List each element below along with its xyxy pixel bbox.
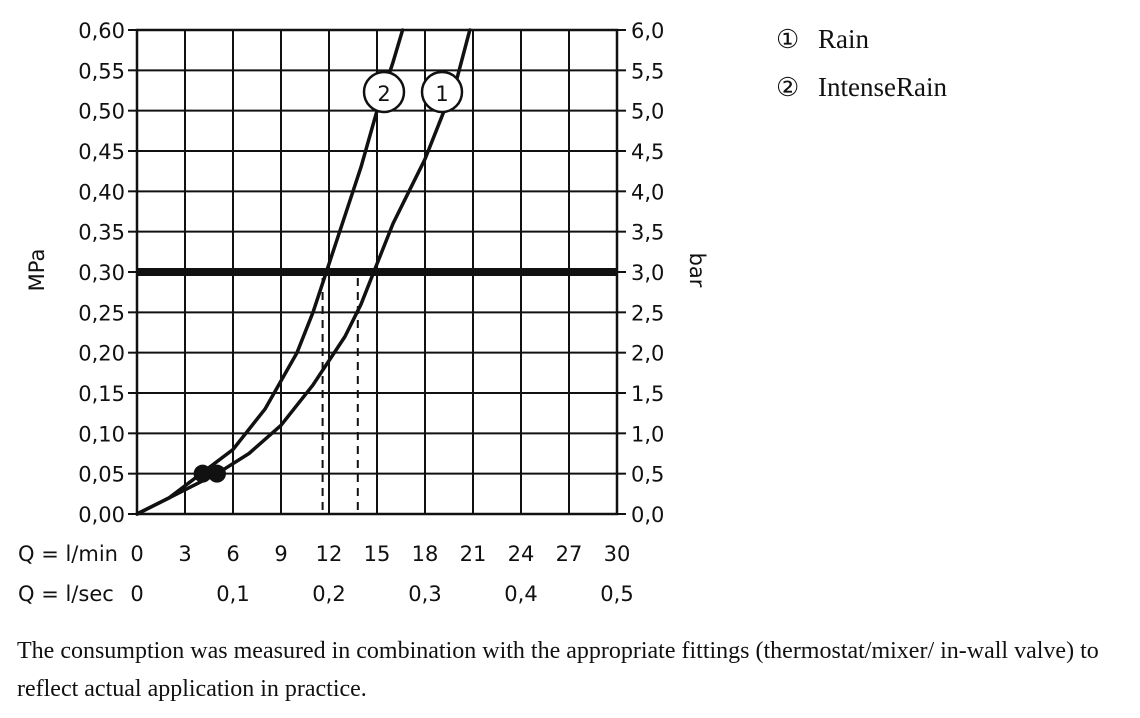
x-row1-tick-label: 15: [364, 542, 391, 566]
y-left-tick-label: 0,40: [78, 180, 125, 204]
y-left-tick-label: 0,35: [78, 221, 125, 245]
y-right-tick-label: 0,5: [631, 463, 664, 487]
y-left-tick-label: 0,50: [78, 100, 125, 124]
y-right-axis-label: bar: [685, 253, 709, 288]
y-right-tick-label: 2,0: [631, 342, 664, 366]
low-pressure-marker-1: [193, 464, 212, 483]
y-left-axis-label: MPa: [25, 249, 49, 292]
series-marker-circle-1: [420, 70, 464, 114]
series-marker-label-1: 1: [435, 82, 448, 106]
x-row1-tick-label: 3: [178, 542, 191, 566]
low-pressure-marker-2: [208, 464, 226, 483]
legend-label-rain: Rain: [818, 24, 869, 54]
legend: ① Rain ② IntenseRain: [776, 24, 947, 102]
x-row2-tick-label: 0,4: [504, 582, 537, 606]
x-row1-tick-label: 24: [508, 542, 535, 566]
y-left-tick-label: 0,45: [78, 140, 125, 164]
x-row1-tick-label: 9: [274, 542, 287, 566]
tick-labels: 0,00 0,00,05 0,50,10 1,00,15 1,50,20 2,00,25 2…: [78, 19, 664, 606]
x-row2-tick-label: 0,3: [408, 582, 441, 606]
y-left-tick-label: 0,25: [78, 301, 125, 325]
x-row2-tick-label: 0,1: [216, 582, 249, 606]
y-left-tick-label: 0,30: [78, 261, 125, 285]
x-row1-tick-label: 18: [412, 542, 439, 566]
y-right-tick-label: 4,0: [631, 180, 664, 204]
y-right-tick-label: 4,5: [631, 140, 664, 164]
x-row1-label: Q = l/min: [18, 542, 118, 566]
y-right-tick-label: 5,5: [631, 59, 664, 83]
legend-symbol-2: ②: [776, 73, 799, 102]
x-row1-tick-label: 21: [460, 542, 487, 566]
flow-pressure-chart: 0,00 0,00,05 0,50,10 1,00,15 1,50,20 2,00,25 2…: [18, 19, 947, 606]
x-row1-tick-label: 27: [556, 542, 583, 566]
y-right-tick-label: 6,0: [631, 19, 664, 43]
y-left-tick-label: 0,55: [78, 59, 125, 83]
legend-label-intenserain: IntenseRain: [818, 72, 947, 102]
x-row2-tick-label: 0,5: [600, 582, 633, 606]
x-row2-tick-label: 0: [130, 582, 143, 606]
y-left-tick-label: 0,05: [78, 463, 125, 487]
y-right-tick-label: 0,0: [631, 503, 664, 527]
y-left-tick-label: 0,60: [78, 19, 125, 43]
y-right-tick-label: 3,0: [631, 261, 664, 285]
footnote: The consumption was measured in combinat…: [17, 638, 1099, 702]
legend-symbol-1: ①: [776, 25, 799, 54]
y-left-tick-label: 0,20: [78, 342, 125, 366]
x-row2-tick-label: 0,2: [312, 582, 345, 606]
x-row1-tick-label: 30: [604, 542, 631, 566]
y-right-tick-label: 1,0: [631, 422, 664, 446]
y-right-tick-label: 3,5: [631, 221, 664, 245]
x-row2-label: Q = l/sec: [18, 582, 114, 606]
y-left-tick-label: 0,10: [78, 422, 125, 446]
series-marker-label-2: 2: [377, 82, 390, 106]
y-right-tick-label: 1,5: [631, 382, 664, 406]
series-marker-circle-2: [362, 70, 406, 114]
y-right-tick-label: 2,5: [631, 301, 664, 325]
x-row1-tick-label: 0: [130, 542, 143, 566]
y-left-tick-label: 0,00: [78, 503, 125, 527]
x-row1-tick-label: 12: [316, 542, 343, 566]
x-row1-tick-label: 6: [226, 542, 239, 566]
y-left-tick-label: 0,15: [78, 382, 125, 406]
y-right-tick-label: 5,0: [631, 100, 664, 124]
